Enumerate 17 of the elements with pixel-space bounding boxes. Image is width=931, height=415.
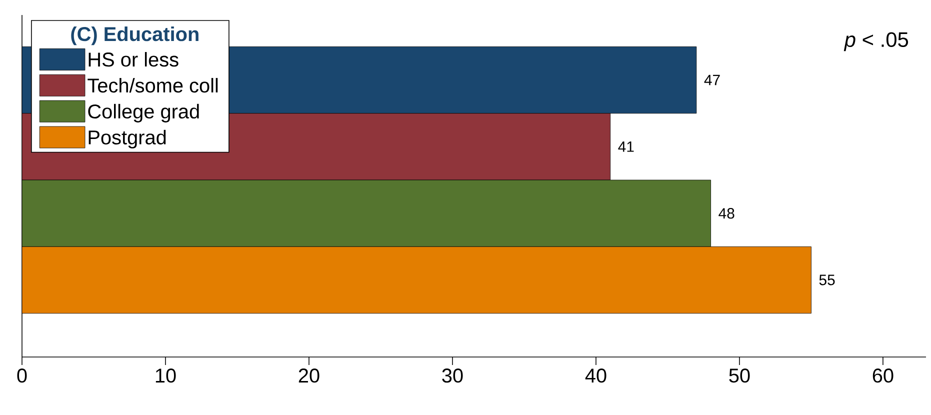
data-label: 41 <box>618 142 634 152</box>
x-tick-label: 50 <box>729 368 750 383</box>
x-tick-label: 0 <box>17 368 27 383</box>
x-tick-label: 30 <box>442 368 463 383</box>
data-label: 55 <box>819 274 835 286</box>
x-tick-label: 10 <box>156 368 176 383</box>
x-tick-label: 40 <box>585 368 606 383</box>
data-label: 47 <box>704 74 720 86</box>
annotation: p < .05 <box>844 32 908 52</box>
legend-label: College grad <box>88 104 199 122</box>
legend-title: (C) Education <box>71 26 198 46</box>
legend-label: Postgrad <box>88 130 166 148</box>
x-tick-label: 20 <box>298 368 320 383</box>
legend-label: HS or less <box>88 52 178 67</box>
legend-label: Tech/some coll <box>88 78 218 93</box>
data-label: 48 <box>718 208 734 219</box>
x-tick-label: 60 <box>872 368 894 383</box>
